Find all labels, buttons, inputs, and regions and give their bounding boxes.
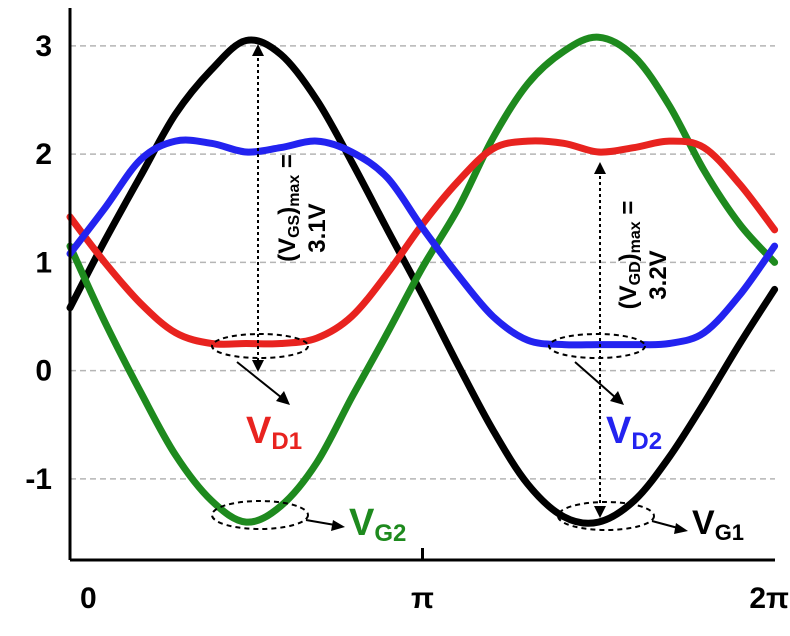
vd1-pointer-head xyxy=(276,391,290,405)
series-line-vg2 xyxy=(66,33,779,526)
vg1-pointer-head xyxy=(674,523,688,534)
y-tick-label: 2 xyxy=(35,138,52,171)
vd2-pointer-line xyxy=(574,361,617,399)
x-tick-label: 2π xyxy=(749,582,789,615)
vgs-max-value: 3.1V xyxy=(304,203,331,252)
y-tick-label: -1 xyxy=(25,463,52,496)
series-line-vd1 xyxy=(66,137,779,348)
vgs-arrow-top xyxy=(252,44,264,56)
series-line-vd2 xyxy=(66,136,779,349)
vg2-min-ellipse xyxy=(211,500,309,530)
x-tick-labels: 0 π 2π xyxy=(80,548,789,615)
series-lines xyxy=(66,33,779,527)
annotations: (VGS)max = 3.1V (VGD)max = 3.2V VD1 VD2 … xyxy=(211,44,744,547)
vd1-min-ellipse xyxy=(211,333,309,359)
vgs-arrow-bottom xyxy=(252,360,264,372)
y-tick-label: 0 xyxy=(35,355,52,388)
series-line-vg1 xyxy=(66,36,779,527)
vd1-pointer-line xyxy=(236,361,283,399)
vg2-pointer-line xyxy=(305,519,336,526)
plot-frame xyxy=(68,8,775,562)
vgd-arrow-top xyxy=(594,162,606,174)
y-tick-labels: -1 0 1 2 3 xyxy=(25,30,52,496)
vd2-min-ellipse xyxy=(548,333,646,359)
x-tick-label: 0 xyxy=(80,582,97,615)
vgd-arrow-bottom xyxy=(594,506,606,518)
vgs-max-label: (VGS)max = xyxy=(274,154,303,262)
vgd-max-value: 3.2V xyxy=(645,250,672,299)
y-tick-label: 3 xyxy=(35,30,52,63)
vg1-pointer-line xyxy=(651,520,679,529)
vg2-pointer-head xyxy=(331,520,345,531)
vg2-label: VG2 xyxy=(349,502,406,547)
y-tick-label: 1 xyxy=(35,246,52,279)
vg1-min-ellipse xyxy=(557,501,655,531)
vg1-label: VG1 xyxy=(692,504,744,545)
vd1-label: VD1 xyxy=(246,410,302,455)
vd2-label: VD2 xyxy=(606,410,662,455)
vgd-max-label: (VGD)max = xyxy=(615,201,644,310)
x-tick-label: π xyxy=(411,582,434,615)
vd2-pointer-head xyxy=(610,391,624,405)
